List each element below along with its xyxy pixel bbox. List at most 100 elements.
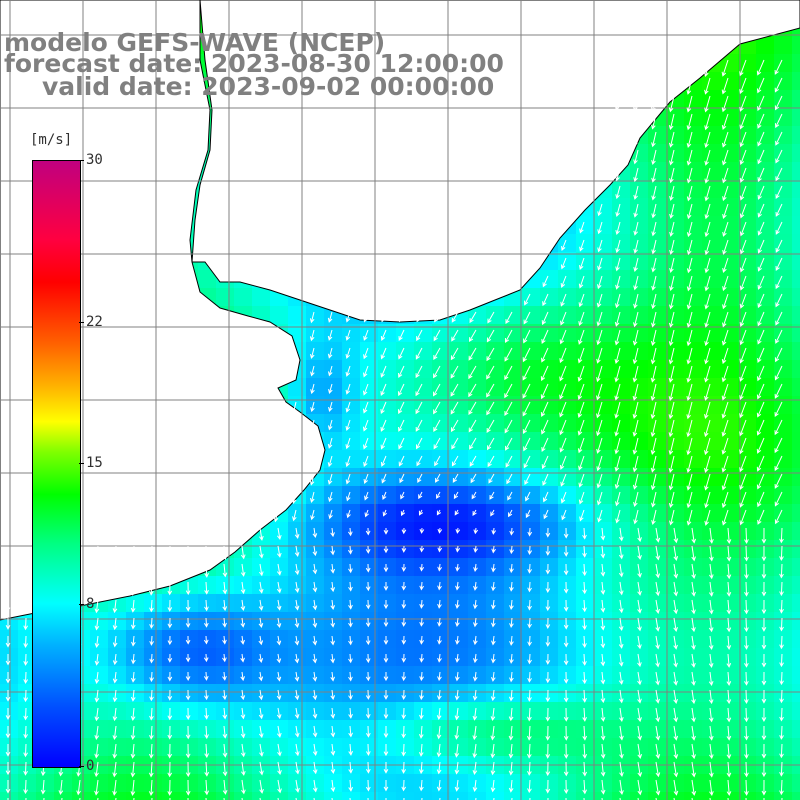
wind-arrow <box>348 635 353 646</box>
wind-arrow <box>328 401 333 412</box>
wind-cell <box>450 432 468 450</box>
wind-arrow <box>437 563 442 572</box>
wind-arrow <box>704 239 711 256</box>
wind-arrow <box>637 527 642 543</box>
wind-cell <box>144 630 162 648</box>
wind-cell <box>342 558 360 576</box>
wind-cell <box>666 144 684 162</box>
wind-arrow <box>545 743 551 759</box>
wind-arrow <box>149 707 154 721</box>
wind-arrow <box>779 779 784 796</box>
wind-cell <box>558 630 576 648</box>
wind-arrow <box>185 761 191 778</box>
wind-arrow <box>365 707 371 719</box>
wind-cell <box>486 630 504 648</box>
wind-arrow <box>204 761 210 777</box>
wind-arrow <box>761 743 767 759</box>
wind-arrow <box>112 689 118 703</box>
wind-arrow <box>739 239 747 255</box>
wind-cell <box>234 630 252 648</box>
wind-arrow <box>419 581 425 591</box>
wind-arrow <box>504 383 513 399</box>
wind-cell <box>702 702 720 720</box>
wind-arrow <box>309 437 315 450</box>
wind-arrow <box>505 437 513 451</box>
wind-arrow <box>668 473 675 491</box>
wind-cell <box>684 252 702 270</box>
wind-cell <box>612 684 630 702</box>
wind-arrow <box>540 365 549 382</box>
wind-arrow <box>204 725 209 740</box>
wind-arrow <box>522 347 531 363</box>
wind-cell <box>486 774 504 792</box>
wind-arrow <box>578 455 585 471</box>
wind-arrow <box>222 545 228 561</box>
wind-cell <box>702 234 720 252</box>
wind-arrow <box>401 617 407 627</box>
wind-arrow <box>240 545 246 560</box>
wind-arrow <box>708 725 714 741</box>
wind-arrow <box>380 347 387 360</box>
wind-cell <box>774 486 792 504</box>
wind-cell <box>342 612 360 630</box>
wind-cell <box>612 252 630 270</box>
wind-arrow <box>691 761 697 778</box>
wind-arrow <box>691 581 696 597</box>
wind-cell <box>198 612 216 630</box>
wind-cell <box>378 684 396 702</box>
wind-arrow <box>651 275 657 291</box>
wind-arrow <box>559 455 567 470</box>
wind-cell <box>432 450 450 468</box>
wind-cell <box>774 198 792 216</box>
wind-cell <box>648 270 666 288</box>
wind-arrow <box>437 581 442 591</box>
wind-cell <box>756 666 774 684</box>
wind-cell <box>540 396 558 414</box>
wind-arrow <box>650 95 657 112</box>
wind-cell <box>792 252 800 270</box>
wind-arrow <box>131 671 136 683</box>
wind-cell <box>126 666 144 684</box>
wind-cell <box>774 720 792 738</box>
wind-arrow <box>347 527 353 537</box>
wind-cell <box>414 486 432 504</box>
wind-arrow <box>651 221 657 237</box>
wind-cell <box>774 90 792 108</box>
wind-cell <box>756 576 774 594</box>
wind-cell <box>666 792 684 800</box>
wind-cell <box>198 648 216 666</box>
wind-arrow <box>222 671 227 681</box>
wind-arrow <box>614 347 621 365</box>
wind-arrow <box>276 725 282 738</box>
wind-arrow <box>258 725 264 739</box>
wind-cell <box>198 594 216 612</box>
colorbar-tick-mark <box>79 321 84 323</box>
wind-arrow <box>509 671 514 683</box>
wind-cell <box>666 288 684 306</box>
wind-arrow <box>637 599 642 614</box>
wind-arrow <box>686 455 693 474</box>
wind-arrow <box>240 563 246 577</box>
wind-arrow <box>726 527 732 545</box>
wind-arrow <box>130 707 136 721</box>
wind-arrow <box>94 599 100 614</box>
wind-cell <box>324 576 342 594</box>
wind-arrow <box>5 599 11 613</box>
wind-arrow <box>469 455 477 467</box>
wind-arrow <box>614 329 621 346</box>
wind-cell <box>162 666 180 684</box>
wind-cell <box>612 450 630 468</box>
wind-cell <box>684 378 702 396</box>
wind-arrow <box>726 725 732 741</box>
wind-arrow <box>721 419 729 437</box>
wind-arrow <box>112 779 117 796</box>
wind-arrow <box>455 653 460 663</box>
wind-cell <box>432 738 450 756</box>
wind-cell <box>360 666 378 684</box>
wind-arrow <box>94 563 99 579</box>
wind-arrow <box>258 599 264 611</box>
wind-arrow <box>686 257 693 274</box>
wind-cell <box>486 504 504 522</box>
wind-arrow <box>162 491 171 508</box>
wind-cell <box>72 792 90 800</box>
